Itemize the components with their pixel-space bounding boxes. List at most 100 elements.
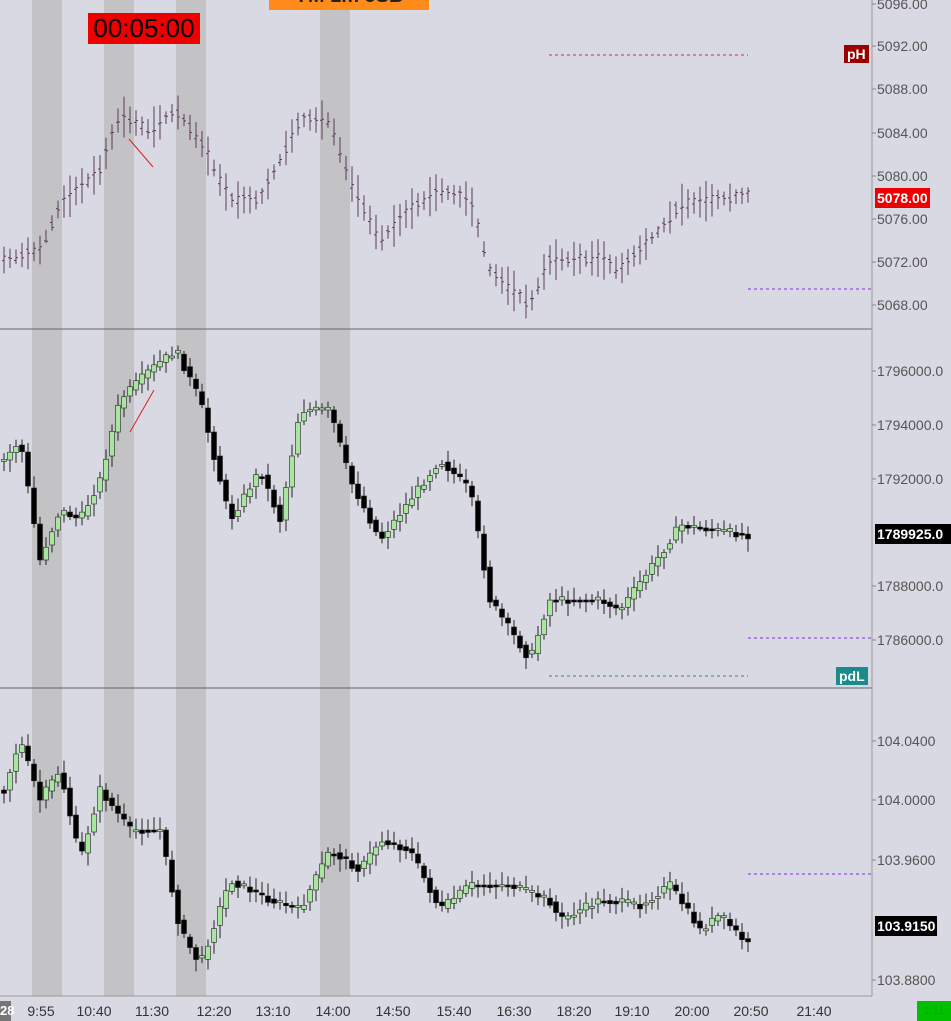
candle-body xyxy=(571,599,577,603)
candle-body xyxy=(601,599,607,604)
candle-body xyxy=(331,409,337,424)
candle-body xyxy=(487,566,493,603)
candle-body xyxy=(361,860,367,869)
candle-body xyxy=(277,504,283,522)
candle-body xyxy=(229,503,235,520)
candle-body xyxy=(745,533,751,540)
candle-body xyxy=(397,844,403,851)
candle-body xyxy=(187,936,193,948)
candle-body xyxy=(169,355,175,359)
candle-body xyxy=(685,524,691,529)
top-current-price-badge: 5078.00 xyxy=(875,188,930,208)
session-shade xyxy=(104,0,134,996)
candle-body xyxy=(79,511,85,519)
price-axis-label: 103.9600 xyxy=(877,852,936,868)
price-axis[interactable]: 5096.00 5092.00 5088.00 5084.00 5080.00 5076.… xyxy=(872,0,943,988)
candle-body xyxy=(19,444,25,453)
candle-body xyxy=(85,505,91,517)
candle-body xyxy=(43,546,49,561)
candle-body xyxy=(373,519,379,533)
candle-body xyxy=(451,898,457,904)
price-axis-label: 104.0400 xyxy=(877,733,936,749)
candle-body xyxy=(319,407,325,411)
candle-body xyxy=(217,906,223,926)
candle-body xyxy=(475,500,481,532)
candle-body xyxy=(619,607,625,611)
candle-body xyxy=(283,903,289,907)
candle-body xyxy=(721,529,727,532)
time-axis[interactable]: 9:55 10:40 11:30 12:20 13:10 14:00 14:50 15:40 1… xyxy=(27,1003,831,1019)
candle-body xyxy=(637,581,643,592)
date-badge: 28 xyxy=(0,1001,14,1021)
candle-body xyxy=(355,864,361,872)
candle-body xyxy=(607,601,613,607)
candle-body xyxy=(1,789,7,794)
candle-body xyxy=(565,915,571,920)
candle-body xyxy=(343,856,349,859)
candle-body xyxy=(385,531,391,538)
candle-body xyxy=(331,853,337,857)
candle-body xyxy=(583,599,589,603)
candle-body xyxy=(583,902,589,911)
candle-body xyxy=(175,350,181,354)
candle-body xyxy=(151,829,157,833)
candle-body xyxy=(625,597,631,608)
candle-body xyxy=(181,353,187,371)
candle-body xyxy=(337,423,343,443)
candle-body xyxy=(595,898,601,905)
candle-body xyxy=(235,510,241,517)
time-axis-label: 9:55 xyxy=(27,1003,54,1019)
candle-body xyxy=(247,488,253,497)
candle-body xyxy=(253,889,259,893)
candle-body xyxy=(469,882,475,889)
candle-body xyxy=(397,515,403,522)
candle-body xyxy=(739,931,745,940)
candle-body xyxy=(289,905,295,908)
candle-body xyxy=(427,475,433,482)
candle-body xyxy=(679,893,685,905)
candle-body xyxy=(445,461,451,472)
candle-body xyxy=(613,604,619,609)
candle-body xyxy=(637,903,643,910)
time-axis-label: 16:30 xyxy=(496,1003,531,1019)
candle-body xyxy=(619,898,625,903)
candle-body xyxy=(655,557,661,567)
candle-body xyxy=(25,745,31,762)
candle-body xyxy=(559,912,565,917)
candle-body xyxy=(523,644,529,659)
candle-body xyxy=(385,840,391,846)
candle-body xyxy=(673,884,679,892)
candle-body xyxy=(37,523,43,561)
candle-body xyxy=(511,626,517,636)
price-axis-label: 1792000.0 xyxy=(877,471,943,487)
candle-body xyxy=(739,532,745,536)
candle-body xyxy=(403,846,409,852)
candle-body xyxy=(709,528,715,532)
candle-body xyxy=(97,477,103,493)
candle-body xyxy=(109,431,115,457)
candle-body xyxy=(169,859,175,893)
candle-body xyxy=(427,877,433,893)
candle-body xyxy=(175,889,181,925)
candle-body xyxy=(403,504,409,514)
candle-body xyxy=(391,519,397,530)
time-axis-label: 14:50 xyxy=(375,1003,410,1019)
bottom-current-price-badge: 103.9150 xyxy=(875,916,938,936)
candle-body xyxy=(643,902,649,906)
candle-body xyxy=(13,446,19,453)
time-axis-label: 14:00 xyxy=(315,1003,350,1019)
annotation-line xyxy=(128,138,154,168)
candle-body xyxy=(679,524,685,532)
candle-body xyxy=(223,479,229,502)
candle-body xyxy=(55,773,61,783)
candle-body xyxy=(91,813,97,833)
candle-body xyxy=(163,354,169,363)
status-indicator: 1:11 xyxy=(917,1001,951,1021)
candle-body xyxy=(595,596,601,601)
candle-body xyxy=(241,493,247,507)
candle-body xyxy=(289,455,295,488)
candle-body xyxy=(517,635,523,649)
time-axis-label: 19:10 xyxy=(614,1003,649,1019)
candle-body xyxy=(547,599,553,617)
